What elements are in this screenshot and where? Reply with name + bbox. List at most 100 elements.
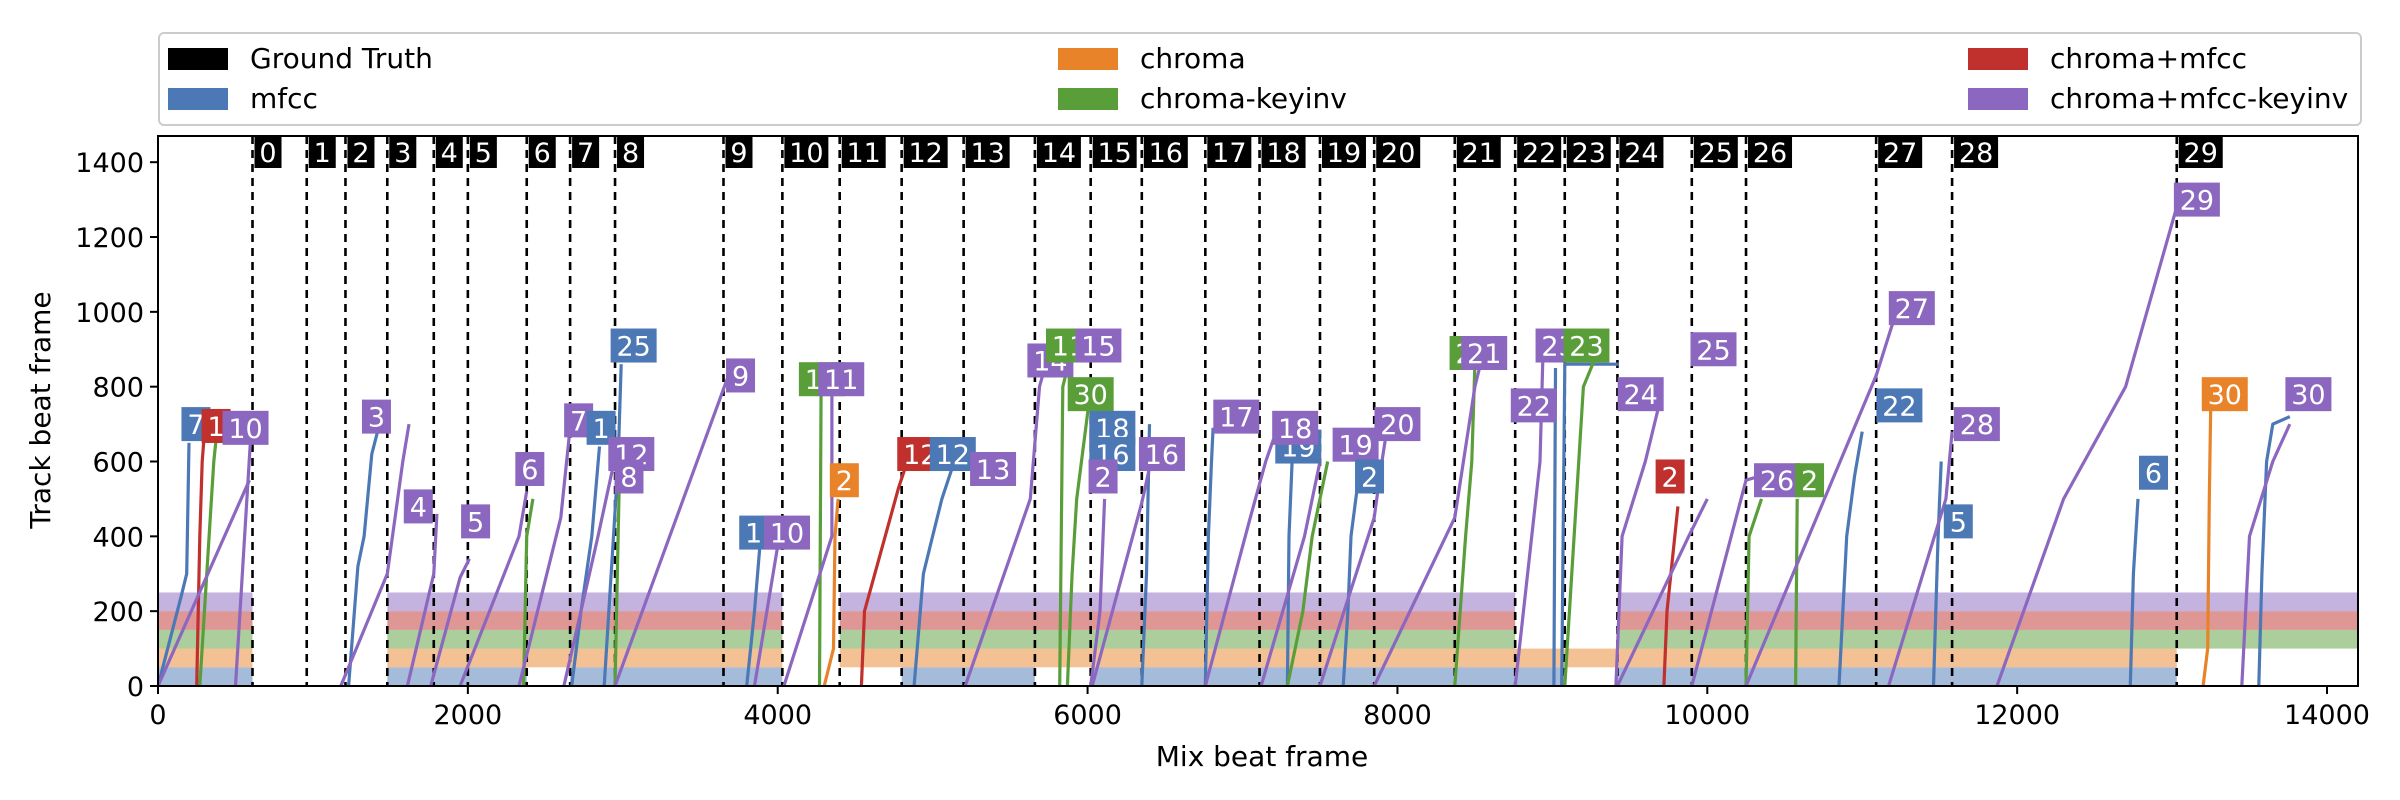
band-chroma-keyinv bbox=[839, 629, 1516, 649]
ground-truth-label: 5 bbox=[475, 138, 492, 169]
ground-truth-label-box bbox=[1566, 136, 1611, 168]
segment-label-box bbox=[1272, 410, 1319, 445]
segment-label-box bbox=[726, 358, 756, 393]
band-mfcc bbox=[1090, 667, 1516, 686]
ground-truth-label: 9 bbox=[730, 138, 747, 169]
ground-truth-label-box bbox=[1376, 136, 1421, 168]
series-line-chroma-keyinv bbox=[522, 498, 535, 686]
segment-label: 2 bbox=[836, 466, 853, 497]
x-tick-label: 0 bbox=[149, 700, 166, 731]
series-line-chroma-mfcc bbox=[195, 431, 207, 686]
series-line-chroma-mfcc-keyinv bbox=[963, 375, 1045, 686]
series-line-mfcc bbox=[1203, 427, 1215, 686]
segment-label-box bbox=[929, 437, 976, 472]
y-tick-label: 600 bbox=[92, 448, 144, 479]
segment-label: 5 bbox=[467, 507, 484, 538]
segment-label: 2 bbox=[1094, 462, 1111, 493]
ground-truth-label-box bbox=[1619, 136, 1664, 168]
ground-truth-label-box bbox=[1517, 136, 1562, 168]
segment-label: 19 bbox=[1338, 431, 1372, 462]
ground-truth-label: 1 bbox=[314, 138, 331, 169]
segment-label-box bbox=[1888, 291, 1935, 326]
ground-truth-label: 6 bbox=[534, 138, 551, 169]
segment-label-box bbox=[1138, 437, 1185, 472]
ground-truth-label: 17 bbox=[1212, 138, 1246, 169]
band-mfcc bbox=[387, 667, 527, 686]
segment-label: 7 bbox=[570, 406, 587, 437]
ground-truth-label-box bbox=[528, 136, 556, 168]
segment-label-box bbox=[1617, 377, 1664, 412]
segment-label-box bbox=[829, 463, 859, 498]
ground-truth-label: 12 bbox=[908, 138, 942, 169]
band-chroma bbox=[387, 648, 783, 668]
series-line-chroma bbox=[822, 498, 840, 686]
segment-label-box bbox=[764, 515, 811, 550]
legend-swatch-ground-truth bbox=[168, 47, 228, 70]
series-line-chroma-mfcc-keyinv bbox=[1089, 498, 1107, 686]
y-tick-label: 1200 bbox=[75, 223, 144, 254]
legend-swatch-chroma-keyinv bbox=[1058, 87, 1118, 110]
segment-label-box bbox=[2201, 377, 2248, 412]
segment-label: 1 bbox=[593, 414, 610, 445]
series-line-chroma-keyinv bbox=[1285, 461, 1330, 686]
series-line-chroma-keyinv bbox=[817, 386, 823, 686]
series-line-chroma-keyinv bbox=[1065, 401, 1091, 686]
ground-truth-label: 7 bbox=[577, 138, 594, 169]
segment-label: 25 bbox=[1696, 335, 1730, 366]
legend-item-chroma: chroma bbox=[1058, 42, 1246, 75]
ground-truth-label-box bbox=[903, 136, 948, 168]
segment-label: 30 bbox=[2291, 380, 2325, 411]
series-line-mfcc bbox=[347, 423, 382, 686]
ground-truth-label: 21 bbox=[1462, 138, 1496, 169]
ground-truth-label-box bbox=[725, 136, 753, 168]
segment-label: 11 bbox=[824, 365, 858, 396]
band-mfcc bbox=[158, 667, 253, 686]
band-mfcc bbox=[1515, 667, 1565, 686]
x-tick-label: 8000 bbox=[1363, 700, 1432, 731]
segment-label-box bbox=[1953, 407, 2000, 442]
y-tick-label: 0 bbox=[127, 672, 144, 703]
ground-truth-label: 8 bbox=[622, 138, 639, 169]
ground-truth-label-box bbox=[389, 136, 417, 168]
ground-truth-label-box bbox=[347, 136, 375, 168]
x-tick-label: 2000 bbox=[433, 700, 502, 731]
segment-label: 30 bbox=[2208, 380, 2242, 411]
segment-label: 16 bbox=[1145, 440, 1179, 471]
segment-label-box bbox=[614, 459, 644, 494]
series-line-mfcc bbox=[158, 442, 191, 686]
band-chroma bbox=[839, 648, 2177, 668]
segment-label-box bbox=[361, 399, 391, 434]
legend-label: chroma bbox=[1140, 42, 1246, 75]
segment-label: 9 bbox=[732, 361, 749, 392]
segment-label: 18 bbox=[1278, 414, 1312, 445]
ground-truth-label-box bbox=[572, 136, 600, 168]
ground-truth-label-box bbox=[841, 136, 886, 168]
legend-item-ground-truth: Ground Truth bbox=[168, 42, 433, 75]
segment-label-box bbox=[1876, 388, 1923, 423]
legend-label: chroma+mfcc bbox=[2050, 42, 2247, 75]
ground-truth-label-box bbox=[1036, 136, 1081, 168]
band-chroma-mfcc-keyinv bbox=[1617, 592, 2358, 612]
segment-label-box bbox=[1088, 459, 1118, 494]
ground-truth-label-box bbox=[784, 136, 829, 168]
legend-swatch-chroma-mfcc-keyinv bbox=[1968, 87, 2028, 110]
band-chroma-mfcc bbox=[1617, 611, 2358, 630]
series-line-chroma-mfcc-keyinv bbox=[1615, 498, 1709, 686]
segment-label-box bbox=[1461, 336, 1508, 371]
ground-truth-label: 28 bbox=[1959, 138, 1993, 169]
series-line-chroma-mfcc-keyinv bbox=[429, 558, 471, 686]
segment-label-box bbox=[2173, 182, 2220, 217]
segment-label: 10 bbox=[228, 414, 262, 445]
series-line-chroma-keyinv bbox=[1794, 498, 1799, 686]
ground-truth-label: 29 bbox=[2184, 138, 2218, 169]
band-chroma bbox=[158, 648, 253, 668]
series-line-chroma-mfcc-keyinv bbox=[405, 513, 439, 686]
segment-label-box bbox=[461, 504, 491, 539]
legend-swatch-chroma bbox=[1058, 47, 1118, 70]
segment-label: 6 bbox=[521, 455, 538, 486]
segment-label: 22 bbox=[1882, 391, 1916, 422]
ground-truth-label: 27 bbox=[1883, 138, 1917, 169]
ground-truth-label: 11 bbox=[847, 138, 881, 169]
legend-item-chroma-keyinv: chroma-keyinv bbox=[1058, 82, 1347, 115]
segment-label: 21 bbox=[1467, 339, 1501, 370]
